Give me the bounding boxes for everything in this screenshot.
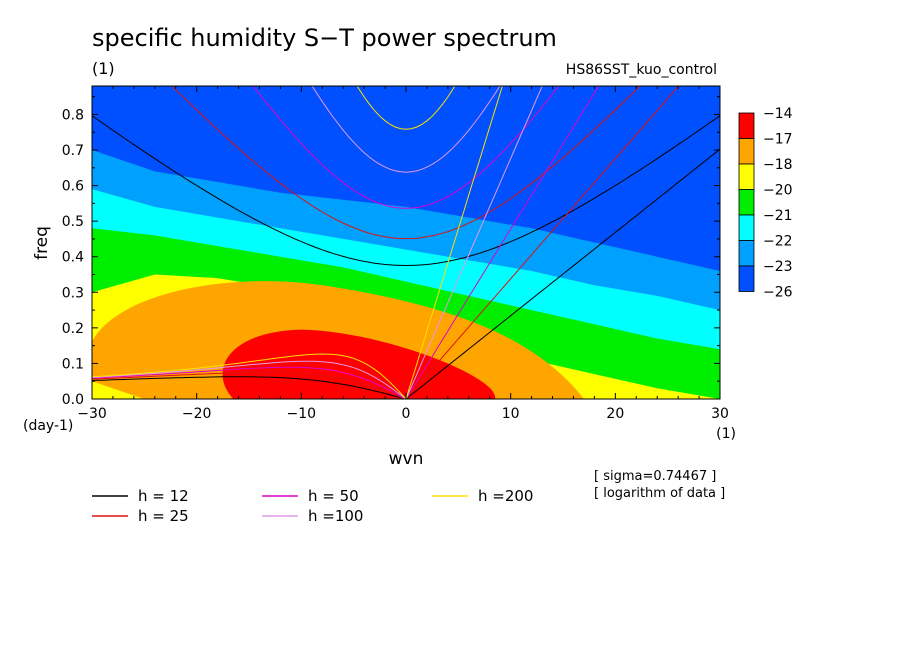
plot-area bbox=[91, 85, 721, 400]
chart-title: specific humidity S−T power spectrum bbox=[92, 24, 557, 52]
colorbar-label: −21 bbox=[763, 208, 793, 224]
legend: h = 12 h = 25 h = 50 h =100 h =200 bbox=[92, 487, 533, 525]
chart-subtitle-left: (1) bbox=[92, 59, 115, 78]
x-tick-label: 30 bbox=[711, 406, 729, 422]
y-axis-unit: (day-1) bbox=[23, 418, 73, 434]
rossby-curve-h50 bbox=[92, 366, 407, 399]
x-axis-unit: (1) bbox=[716, 426, 736, 442]
colorbar-swatch bbox=[738, 189, 755, 216]
y-tick-label: 0.1 bbox=[62, 356, 84, 372]
y-tick-label: 0.5 bbox=[62, 214, 84, 230]
colorbar-swatch bbox=[738, 265, 755, 292]
colorbar-swatch bbox=[738, 240, 755, 267]
kelvin-curve-h12 bbox=[405, 148, 720, 399]
dispersion-curves bbox=[92, 86, 720, 399]
y-tick-label: 0.0 bbox=[62, 392, 84, 408]
kelvin-curve-h50 bbox=[405, 86, 600, 399]
x-tick-label: 20 bbox=[606, 406, 624, 422]
x-tick-label: −30 bbox=[77, 406, 107, 422]
contour-bands bbox=[92, 86, 720, 399]
gravity-curve-h25 bbox=[171, 86, 641, 240]
rossby-curve-h200 bbox=[92, 353, 407, 399]
colorbar-swatch bbox=[738, 138, 755, 165]
sigma-note: [ sigma=0.74467 ] bbox=[594, 469, 716, 484]
kelvin-curve-h200 bbox=[405, 86, 503, 399]
colorbar-label: −18 bbox=[763, 157, 793, 173]
legend-label: h = 12 bbox=[138, 487, 189, 505]
y-tick-label: 0.6 bbox=[62, 179, 84, 195]
rossby-curve-h12 bbox=[92, 376, 407, 399]
x-axis: −30 −20 −10 0 10 20 30 bbox=[77, 86, 729, 422]
colorbar-swatch bbox=[738, 112, 755, 139]
y-tick-label: 0.7 bbox=[62, 143, 84, 159]
x-tick-label: 0 bbox=[402, 406, 411, 422]
y-axis-label: freq bbox=[32, 226, 52, 260]
x-tick-label: 10 bbox=[502, 406, 520, 422]
legend-label: h =200 bbox=[478, 487, 533, 505]
gravity-curve-h12 bbox=[92, 115, 720, 267]
legend-label: h = 50 bbox=[308, 487, 359, 505]
y-axis: 0.0 0.1 0.2 0.3 0.4 0.5 0.6 0.7 0.8 bbox=[62, 96, 720, 408]
kelvin-curve-h25 bbox=[405, 86, 680, 399]
colorbar: −14 −17 −18 −20 −21 −22 −23 −26 bbox=[738, 106, 793, 301]
rossby-curve-h100 bbox=[92, 360, 407, 399]
x-axis-label: wvn bbox=[389, 449, 424, 469]
rossby-curve-h25 bbox=[92, 371, 407, 399]
kelvin-curve-h100 bbox=[405, 86, 543, 399]
y-tick-label: 0.2 bbox=[62, 321, 84, 337]
colorbar-label: −23 bbox=[763, 259, 793, 275]
colorbar-label: −22 bbox=[763, 234, 793, 250]
band-level-18-corner bbox=[92, 381, 145, 399]
colorbar-swatch bbox=[738, 214, 755, 241]
x-tick-label: −20 bbox=[182, 406, 212, 422]
gravity-curve-h200 bbox=[356, 86, 456, 130]
y-tick-label: 0.3 bbox=[62, 285, 84, 301]
colorbar-label: −17 bbox=[763, 132, 793, 148]
y-tick-label: 0.8 bbox=[62, 107, 84, 123]
legend-label: h = 25 bbox=[138, 507, 189, 525]
y-tick-label: 0.4 bbox=[62, 250, 84, 266]
x-tick-label: −10 bbox=[287, 406, 317, 422]
colorbar-label: −14 bbox=[763, 106, 793, 122]
legend-label: h =100 bbox=[308, 507, 363, 525]
chart-subtitle-right: HS86SST_kuo_control bbox=[566, 62, 717, 78]
gravity-curve-h50 bbox=[252, 86, 560, 209]
colorbar-label: −26 bbox=[763, 285, 793, 301]
gravity-curve-h100 bbox=[311, 86, 501, 173]
log-note: [ logarithm of data ] bbox=[594, 486, 725, 501]
colorbar-label: −20 bbox=[763, 183, 793, 199]
colorbar-swatch bbox=[738, 163, 755, 190]
